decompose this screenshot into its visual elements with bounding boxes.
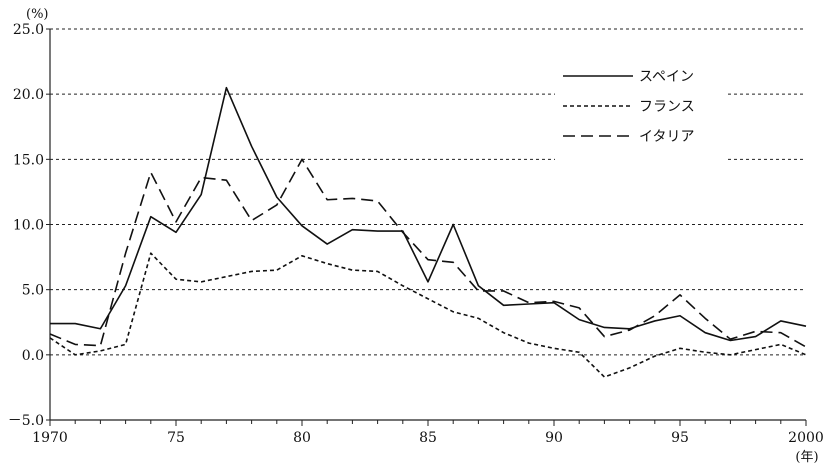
x-axis-unit: (年) <box>795 450 818 465</box>
y-axis-unit: (%) <box>26 7 49 22</box>
legend-background <box>555 62 725 160</box>
x-tick-label: 1970 <box>32 430 68 446</box>
legend-label-1: スペイン <box>639 69 694 85</box>
legend-label-3: イタリア <box>639 129 694 145</box>
y-tick-label: 10.0 <box>13 218 44 234</box>
x-tick-label: 95 <box>671 430 689 446</box>
x-tick-label: 2000 <box>788 430 824 446</box>
series-line-1 <box>50 86 807 342</box>
series-layer <box>49 86 807 378</box>
axes-layer <box>46 28 807 426</box>
grid-layer <box>50 28 806 356</box>
x-tick-label: 80 <box>293 430 311 446</box>
y-tick-label: 15.0 <box>13 152 44 168</box>
series-line-2 <box>49 252 807 378</box>
legend-label-2: フランス <box>639 99 695 115</box>
y-tick-label: 20.0 <box>13 87 44 103</box>
y-tick-label: 0.0 <box>22 348 44 364</box>
x-tick-label: 85 <box>419 430 437 446</box>
y-tick-label: －5.0 <box>8 413 44 429</box>
y-tick-label: 25.0 <box>13 22 44 38</box>
series-line-3 <box>49 158 807 348</box>
y-tick-label: 5.0 <box>22 283 44 299</box>
x-tick-label: 75 <box>167 430 185 446</box>
x-tick-label: 90 <box>545 430 563 446</box>
tick-labels: －5.0 0.0 5.0 10.0 15.0 20.0 25.0 1970 75 80 85 90 95… <box>8 7 824 465</box>
